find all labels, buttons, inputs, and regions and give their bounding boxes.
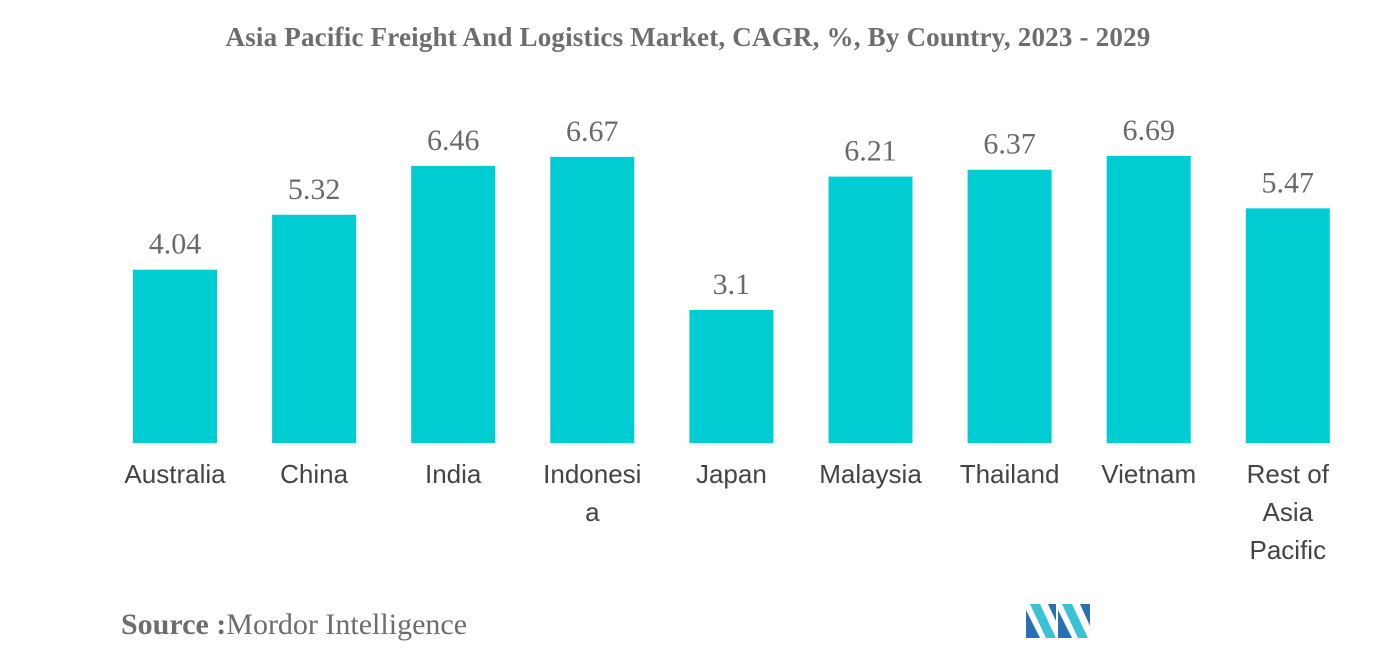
- category-label-line: Australia: [124, 459, 226, 489]
- bar-malaysia: [828, 176, 913, 444]
- source-label: Source :: [121, 608, 227, 641]
- source-name: Mordor Intelligence: [226, 608, 468, 641]
- bar-india: [411, 165, 496, 444]
- category-label: Australia: [124, 459, 226, 489]
- category-label-line: Japan: [696, 459, 767, 489]
- bar-indonesia: [550, 156, 635, 443]
- category-label: Rest of Asia Pacific: [1247, 459, 1330, 565]
- category-label-line: a: [585, 497, 600, 527]
- category-label-line: Thailand: [960, 459, 1060, 489]
- value-label: 6.21: [844, 135, 897, 168]
- value-label: 4.04: [149, 228, 202, 261]
- category-label-line: Pacific: [1250, 535, 1327, 565]
- value-label: 5.47: [1262, 166, 1315, 199]
- bar-rest-of-asia-pacific: [1245, 208, 1330, 443]
- category-label-line: Vietnam: [1101, 459, 1196, 489]
- bar-chart: 4.04 Australia 5.32 China 6.46 India 6.67 Indon…: [124, 114, 1330, 565]
- value-label: 5.32: [288, 173, 341, 206]
- bar-china: [272, 214, 357, 443]
- category-label: China: [280, 459, 348, 489]
- value-label: 6.37: [983, 128, 1036, 161]
- mordor-logo-icon: [1026, 604, 1090, 638]
- bar-thailand: [967, 169, 1052, 443]
- chart-title: Asia Pacific Freight And Logistics Marke…: [225, 22, 1151, 52]
- category-label: Malaysia: [819, 459, 922, 489]
- source-line: Source :Mordor Intelligence: [121, 608, 467, 642]
- value-label: 3.1: [713, 268, 751, 301]
- bar-vietnam: [1106, 156, 1191, 443]
- category-label: Thailand: [960, 459, 1060, 489]
- category-label-line: Rest of: [1247, 459, 1330, 489]
- category-label: Vietnam: [1101, 459, 1196, 489]
- value-label: 6.69: [1122, 114, 1175, 147]
- category-label-line: India: [425, 459, 482, 489]
- category-label: India: [425, 459, 482, 489]
- bar-australia: [133, 269, 217, 443]
- category-label-line: Indonesi: [543, 459, 641, 489]
- category-label-line: China: [280, 459, 348, 489]
- bar-japan: [689, 310, 774, 443]
- value-label: 6.46: [427, 124, 480, 157]
- category-label: Japan: [696, 459, 767, 489]
- category-label-line: Malaysia: [819, 459, 922, 489]
- value-label: 6.67: [566, 115, 619, 148]
- category-label-line: Asia: [1263, 497, 1314, 527]
- category-label: Indonesi a: [543, 459, 641, 527]
